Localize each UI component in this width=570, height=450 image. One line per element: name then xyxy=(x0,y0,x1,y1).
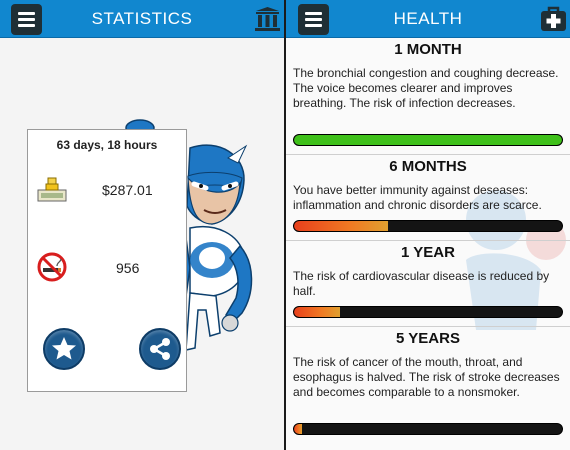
share-icon xyxy=(150,338,170,360)
smoke-free-duration: 63 days, 18 hours xyxy=(56,138,158,152)
progress-fill xyxy=(294,307,340,317)
stage-progress-bar xyxy=(293,423,563,435)
stage-description: The risk of cancer of the mouth, throat,… xyxy=(293,355,560,399)
stage-description: The bronchial congestion and coughing de… xyxy=(293,66,559,110)
menu-icon xyxy=(305,12,322,15)
health-header: HEALTH xyxy=(286,0,570,38)
stage-progress-bar xyxy=(293,220,563,232)
stage-title: 6 MONTHS xyxy=(389,158,467,175)
stage-title: 5 YEARS xyxy=(396,330,460,347)
stage-1-year: 1 YEAR The risk of cardiovascular diseas… xyxy=(286,244,570,318)
stage-description: You have better immunity against desease… xyxy=(293,183,542,212)
stage-progress-bar xyxy=(293,134,563,146)
stage-description: The risk of cardiovascular disease is re… xyxy=(293,269,550,298)
money-saved: $287.01 xyxy=(102,182,153,198)
stage-title: 1 MONTH xyxy=(394,41,462,58)
statistics-card: 63 days, 18 hours $287.01 956 xyxy=(27,129,187,392)
divider xyxy=(286,326,570,327)
cigarettes-not-smoked: 956 xyxy=(116,260,140,276)
statistics-header: STATISTICS xyxy=(0,0,284,38)
medical-kit-icon[interactable] xyxy=(540,5,567,33)
rate-button[interactable] xyxy=(43,328,85,370)
screen-divider xyxy=(284,0,286,450)
stage-6-months: 6 MONTHS You have better immunity agains… xyxy=(286,158,570,232)
progress-fill xyxy=(294,135,562,145)
share-button[interactable] xyxy=(139,328,181,370)
star-icon xyxy=(52,337,76,360)
stage-1-month: 1 MONTH The bronchial congestion and cou… xyxy=(286,41,570,146)
divider xyxy=(286,240,570,241)
stage-5-years: 5 YEARS The risk of cancer of the mouth,… xyxy=(286,330,570,435)
statistics-screen: STATISTICS 63 days, 18 hour xyxy=(0,0,284,450)
money-icon xyxy=(37,177,67,202)
divider xyxy=(286,154,570,155)
no-smoking-icon xyxy=(37,252,67,282)
progress-fill xyxy=(294,424,303,434)
health-screen: HEALTH 1 MONTH The bronchial congestion … xyxy=(286,0,570,450)
stage-title: 1 YEAR xyxy=(401,244,455,261)
page-title: STATISTICS xyxy=(91,9,193,28)
menu-button[interactable] xyxy=(298,4,329,35)
menu-button[interactable] xyxy=(11,4,42,35)
stage-progress-bar xyxy=(293,306,563,318)
progress-fill xyxy=(294,221,388,231)
page-title: HEALTH xyxy=(393,9,463,28)
menu-icon xyxy=(18,12,35,15)
bar-chart-icon[interactable] xyxy=(254,6,281,32)
